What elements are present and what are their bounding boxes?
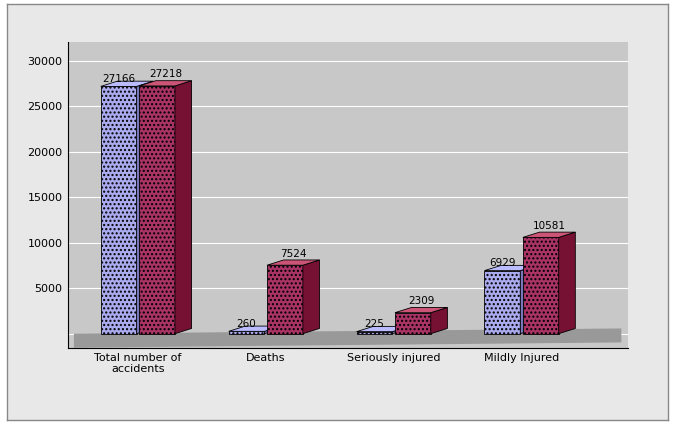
Text: 10581: 10581 (533, 220, 566, 231)
Text: 225: 225 (364, 319, 385, 329)
Polygon shape (267, 265, 303, 334)
Polygon shape (175, 81, 192, 334)
Polygon shape (523, 237, 559, 334)
Polygon shape (523, 232, 575, 237)
Polygon shape (265, 326, 281, 334)
Polygon shape (139, 81, 192, 86)
Polygon shape (229, 331, 265, 334)
Polygon shape (485, 271, 520, 334)
Polygon shape (395, 307, 448, 312)
Text: 6929: 6929 (489, 258, 516, 268)
Text: 27166: 27166 (102, 74, 135, 84)
Polygon shape (229, 326, 281, 331)
Polygon shape (485, 265, 537, 271)
Text: 2309: 2309 (408, 296, 434, 306)
Polygon shape (520, 265, 537, 334)
Polygon shape (101, 86, 136, 334)
Text: 260: 260 (237, 319, 256, 329)
Text: 27218: 27218 (148, 69, 182, 79)
Polygon shape (101, 81, 153, 86)
Polygon shape (267, 260, 319, 265)
Polygon shape (139, 86, 175, 334)
Text: 7524: 7524 (280, 248, 306, 259)
Polygon shape (392, 326, 409, 334)
Polygon shape (303, 260, 319, 334)
Polygon shape (356, 326, 409, 332)
Polygon shape (356, 332, 392, 334)
Polygon shape (559, 232, 575, 334)
Polygon shape (395, 312, 431, 334)
Polygon shape (431, 307, 448, 334)
Polygon shape (74, 329, 622, 348)
Polygon shape (136, 81, 153, 334)
